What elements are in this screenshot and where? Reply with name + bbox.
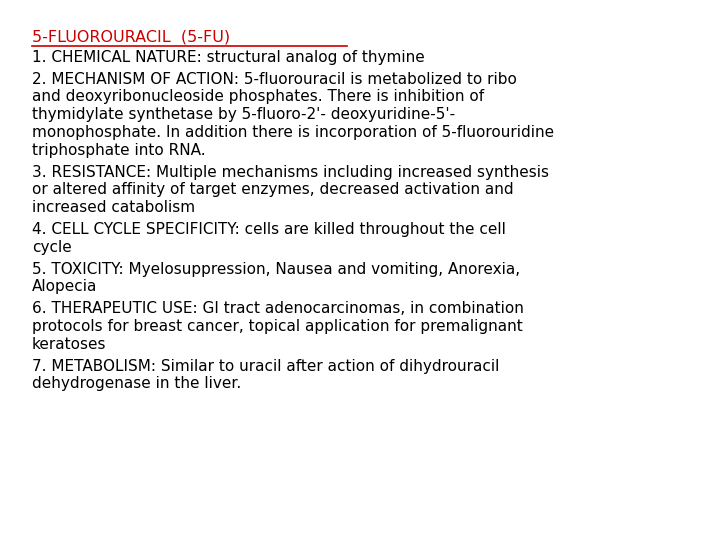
Text: dehydrogenase in the liver.: dehydrogenase in the liver. — [32, 376, 241, 392]
Text: keratoses: keratoses — [32, 337, 107, 352]
Text: 2. MECHANISM OF ACTION: 5-fluorouracil is metabolized to ribo: 2. MECHANISM OF ACTION: 5-fluorouracil i… — [32, 72, 517, 86]
Text: cycle: cycle — [32, 240, 72, 255]
Text: 4. CELL CYCLE SPECIFICITY: cells are killed throughout the cell: 4. CELL CYCLE SPECIFICITY: cells are kil… — [32, 222, 506, 237]
Text: 7. METABOLISM: Similar to uracil after action of dihydrouracil: 7. METABOLISM: Similar to uracil after a… — [32, 359, 500, 374]
Text: triphosphate into RNA.: triphosphate into RNA. — [32, 143, 206, 158]
Text: 5-FLUOROURACIL  (5-FU): 5-FLUOROURACIL (5-FU) — [32, 30, 230, 45]
Text: or altered affinity of target enzymes, decreased activation and: or altered affinity of target enzymes, d… — [32, 183, 513, 198]
Text: 6. THERAPEUTIC USE: GI tract adenocarcinomas, in combination: 6. THERAPEUTIC USE: GI tract adenocarcin… — [32, 301, 524, 316]
Text: and deoxyribonucleoside phosphates. There is inhibition of: and deoxyribonucleoside phosphates. Ther… — [32, 90, 484, 104]
Text: 3. RESISTANCE: Multiple mechanisms including increased synthesis: 3. RESISTANCE: Multiple mechanisms inclu… — [32, 165, 549, 180]
Text: 5. TOXICITY: Myelosuppression, Nausea and vomiting, Anorexia,: 5. TOXICITY: Myelosuppression, Nausea an… — [32, 261, 520, 276]
Text: increased catabolism: increased catabolism — [32, 200, 195, 215]
Text: thymidylate synthetase by 5-fluoro-2'- deoxyuridine-5'-: thymidylate synthetase by 5-fluoro-2'- d… — [32, 107, 455, 122]
Text: protocols for breast cancer, topical application for premalignant: protocols for breast cancer, topical app… — [32, 319, 523, 334]
Text: monophosphate. In addition there is incorporation of 5-fluorouridine: monophosphate. In addition there is inco… — [32, 125, 554, 140]
Text: 1. CHEMICAL NATURE: structural analog of thymine: 1. CHEMICAL NATURE: structural analog of… — [32, 50, 425, 65]
Text: Alopecia: Alopecia — [32, 279, 97, 294]
